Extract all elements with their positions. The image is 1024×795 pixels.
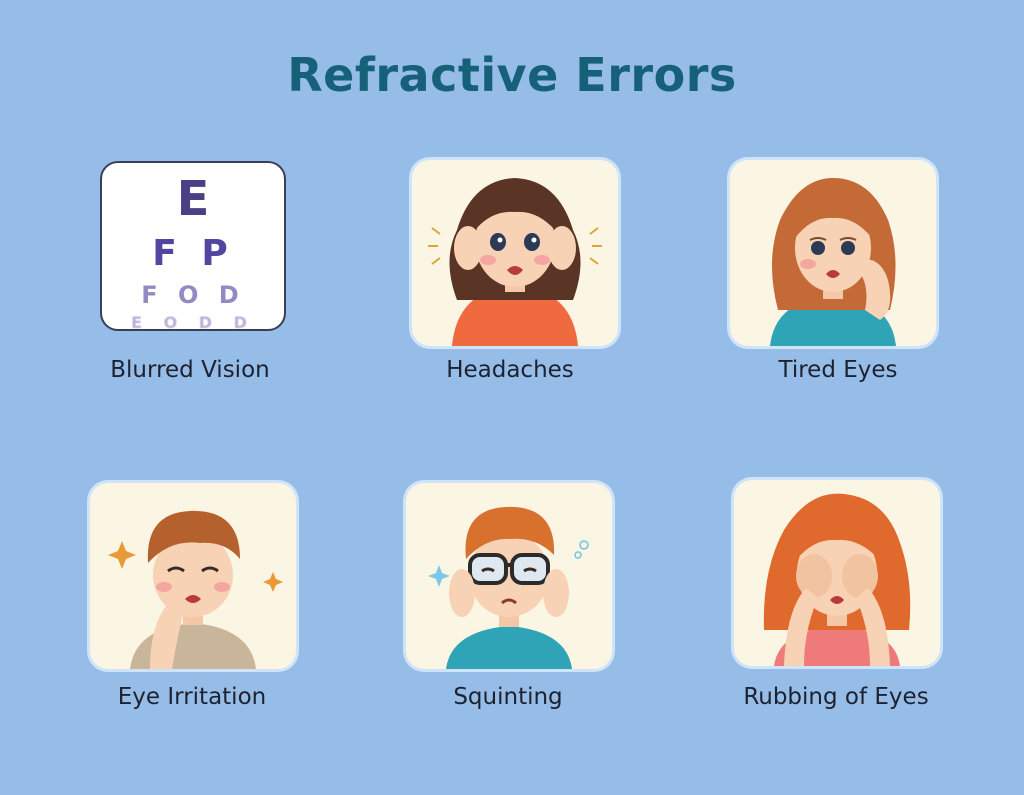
tired-eyes-card	[730, 160, 936, 346]
eye-chart-row: F P	[152, 233, 234, 274]
headaches-card	[412, 160, 618, 346]
squinting-card	[406, 483, 612, 669]
symptom-label: Squinting	[453, 684, 563, 710]
eye-chart-icon: E F P F O D E O D D	[102, 163, 284, 329]
eye-chart-row: E O D D	[131, 313, 255, 331]
headache-girl-icon	[428, 178, 602, 346]
eye-chart-row: E	[176, 171, 210, 227]
eye-irritation-card	[90, 483, 296, 669]
tired-eyes-girl-icon	[770, 178, 896, 346]
eye-chart-row: F O D	[141, 281, 245, 309]
symptom-label: Headaches	[446, 357, 574, 383]
rubbing-eyes-card	[734, 480, 940, 666]
symptom-label: Blurred Vision	[110, 357, 270, 383]
page-title: Refractive Errors	[287, 48, 737, 102]
rubbing-eyes-girl-icon	[763, 493, 911, 666]
symptom-label: Rubbing of Eyes	[743, 684, 929, 710]
squinting-boy-icon	[428, 506, 589, 669]
blurred-vision-card: E F P F O D E O D D	[100, 161, 286, 331]
irritated-eye-boy-icon	[108, 510, 283, 669]
symptom-label: Eye Irritation	[117, 684, 267, 710]
symptom-label: Tired Eyes	[778, 357, 898, 383]
